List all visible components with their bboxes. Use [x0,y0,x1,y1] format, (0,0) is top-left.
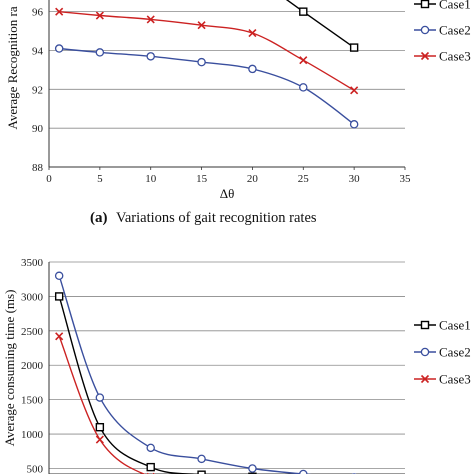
data-point [54,292,64,301]
y-tick-labels: 88 90 92 94 96 [32,7,44,174]
x-tick-label: 20 [247,173,259,185]
y-tick-label: 96 [32,7,44,19]
x-tick-label: 0 [46,173,52,185]
legend-entry-case2: Case2 [414,345,471,360]
legend-marker [420,320,430,330]
axes [48,262,405,474]
y-tick-label: 500 [27,463,44,474]
legend-marker [420,51,430,61]
legend-entry-case3: Case3 [414,372,471,387]
series-line [58,336,146,474]
data-point [54,44,64,53]
legend-label: Case2 [439,23,471,38]
data-point [146,443,155,453]
data-point [349,120,359,129]
data-point [299,7,308,16]
series-case1 [54,292,257,474]
data-point [146,462,155,472]
y-tick-label: 1500 [21,395,44,407]
data-point [248,64,257,74]
series-case3 [55,332,155,474]
series-case2 [54,271,357,474]
legend-label: Case1 [439,0,471,12]
data-point [95,393,105,402]
data-point [95,422,105,432]
legend-entry-case1: Case1 [414,0,471,12]
x-tick-label: 35 [400,173,412,185]
legend-marker [420,25,430,35]
legend-marker [420,347,430,357]
y-axis-label: Average Recognition ra [5,6,20,129]
series-case3 [55,7,359,95]
y-tick-label: 3000 [21,291,44,303]
data-point [197,454,206,464]
series-case2 [54,44,359,129]
legend: Case1 Case2 Case3 [414,0,471,64]
y-tick-label: 2500 [21,326,44,338]
data-point [55,332,64,341]
legend-marker [420,374,430,384]
legend-label: Case1 [439,318,471,333]
x-tick-label: 25 [298,173,310,185]
x-tick-label: 30 [349,173,361,185]
y-tick-label: 2000 [21,360,44,372]
x-tick-label: 5 [97,173,103,185]
data-point [197,57,206,67]
y-tick-label: 92 [32,84,43,96]
data-point [299,56,308,65]
legend-label: Case3 [439,372,471,387]
plot-area [54,0,359,129]
y-axis-label: Average consuming time (ms) [2,290,17,447]
legend-entry-case2: Case2 [414,23,471,38]
caption-tag: (a) [90,210,108,226]
data-point [350,86,359,95]
data-point [146,15,155,24]
grid-lines [49,261,405,469]
data-point [95,435,104,444]
y-tick-label: 90 [32,123,44,135]
chart-caption: Variations of gait recognition rates [116,210,317,226]
series-line [58,296,202,474]
data-point [248,28,257,38]
series-case1 [285,0,359,52]
x-tick-labels: 0 5 10 15 20 25 30 35 [46,173,411,185]
legend-marker [420,0,430,9]
legend-label: Case3 [439,49,471,64]
data-point [299,469,308,474]
legend-label: Case2 [439,345,471,360]
legend-entry-case3: Case3 [414,49,471,64]
y-tick-label: 88 [32,162,44,174]
series-line [59,47,355,125]
y-tick-labels: 500 1000 1500 2000 2500 3000 3500 [21,257,44,474]
x-tick-label: 10 [145,173,157,185]
data-point [54,271,64,281]
data-point [95,11,104,20]
data-point [146,52,155,61]
y-tick-label: 3500 [21,257,44,269]
x-axis-label: Δθ [220,186,235,201]
data-point [197,21,206,30]
y-tick-label: 1000 [21,429,44,441]
data-point [299,83,308,92]
data-point [349,43,359,52]
axes [48,0,406,170]
x-tick-label: 15 [196,173,208,185]
data-point [55,7,64,16]
legend: Case1 Case2 Case3 [414,318,471,387]
data-point [95,48,105,57]
data-point [197,470,206,474]
data-point [248,464,257,473]
y-tick-label: 94 [32,45,44,57]
plot-area [54,271,357,474]
legend-entry-case1: Case1 [414,318,471,333]
